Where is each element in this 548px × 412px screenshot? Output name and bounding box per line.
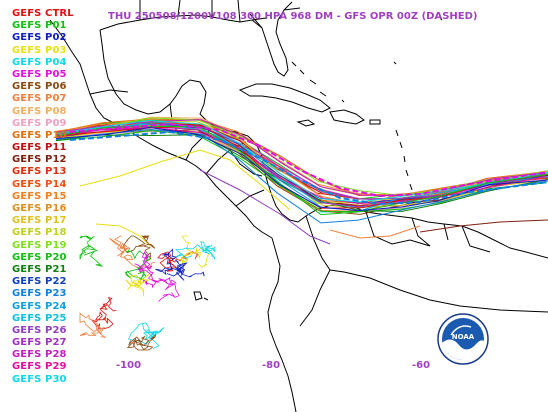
legend-item: GEFS P05 <box>12 68 67 80</box>
legend-item: GEFS P27 <box>12 337 67 349</box>
longitude-label-minus-80: -80 <box>262 360 281 371</box>
legend-item: GEFS P17 <box>12 215 67 227</box>
track-line <box>419 219 548 233</box>
island-jamaica <box>296 119 316 127</box>
scatter-tangle <box>79 235 216 351</box>
track-line <box>55 129 548 224</box>
tangle-line <box>79 235 104 267</box>
tangle-line <box>142 277 180 302</box>
track-line <box>55 126 546 204</box>
legend-item: GEFS P16 <box>12 203 67 214</box>
ensemble-tracks <box>55 116 548 247</box>
legend-item: GEFS P10 <box>12 129 67 141</box>
legend-item: GEFS P26 <box>12 324 67 336</box>
tangle-line <box>166 262 205 281</box>
legend-item: GEFS P13 <box>12 166 67 178</box>
legend-item: GEFS P28 <box>12 349 67 361</box>
tangle-line <box>174 240 216 260</box>
legend-item: GEFS P25 <box>12 312 67 324</box>
longitude-label-minus-100: -100 <box>116 360 142 371</box>
track-line <box>55 125 547 209</box>
legend-item: GEFS P04 <box>12 56 67 68</box>
coast-gulf-us <box>99 1 293 77</box>
track-line <box>95 223 151 247</box>
coastline-layer <box>49 0 548 412</box>
legend-item: GEFS P06 <box>12 81 67 93</box>
tangle-line <box>109 235 156 271</box>
tangle-line <box>126 334 157 351</box>
track-line <box>55 119 548 203</box>
legend-item: GEFS P07 <box>12 93 67 105</box>
tangle-line <box>90 297 117 330</box>
legend-item: GEFS P15 <box>12 190 67 202</box>
legend-item: GEFS P02 <box>12 32 67 44</box>
borders-us <box>139 0 301 29</box>
ensemble-legend: GEFS CTRL GEFS P01 GEFS P02 GEFS P03 GEF… <box>12 8 74 386</box>
legend-item: GEFS P30 <box>12 373 67 385</box>
track-line <box>55 123 546 209</box>
legend-item: GEFS P08 <box>12 105 67 117</box>
track-line <box>79 149 291 211</box>
legend-item: GEFS P14 <box>12 178 67 190</box>
legend-item: GEFS P11 <box>12 142 67 154</box>
legend-item: GEFS P22 <box>12 276 67 288</box>
coast-mexico-gulf <box>99 29 215 127</box>
tangle-line <box>134 250 160 283</box>
legend-item: GEFS P23 <box>12 288 67 300</box>
legend-item: GEFS P19 <box>12 239 67 251</box>
island-hispaniola <box>329 109 365 125</box>
legend-item: GEFS P12 <box>12 154 67 166</box>
track-line <box>329 225 421 239</box>
longitude-label-minus-60: -60 <box>412 360 431 371</box>
legend-item: GEFS CTRL <box>12 8 74 19</box>
island-puerto-rico <box>369 119 381 125</box>
tangle-line <box>125 274 151 297</box>
legend-item: GEFS P21 <box>12 263 67 275</box>
tangle-line <box>79 312 106 338</box>
coast-mexico-pacific <box>49 19 273 239</box>
tangle-line <box>157 251 200 272</box>
track-line <box>69 122 548 198</box>
legend-item: GEFS P03 <box>12 44 67 56</box>
legend-item: GEFS P24 <box>12 300 67 312</box>
track-line <box>199 169 331 245</box>
legend-item: GEFS P29 <box>12 361 67 373</box>
tangle-line <box>178 235 210 268</box>
islands-atlantic <box>341 17 443 103</box>
island-cuba <box>238 83 331 113</box>
legend-item: GEFS P18 <box>12 227 67 239</box>
legend-item: GEFS P20 <box>12 251 67 263</box>
chart-title: THU 250508/1200V108 300 HPA 968 DM - GFS… <box>108 11 478 22</box>
legend-item: GEFS P09 <box>12 117 67 129</box>
legend-item: GEFS P01 <box>12 20 67 32</box>
track-line <box>55 125 548 216</box>
track-line <box>69 130 548 206</box>
track-line <box>55 127 547 212</box>
islands-galapagos <box>193 291 209 301</box>
islands-bahamas <box>291 61 327 97</box>
track-line <box>55 121 548 212</box>
track-line <box>55 129 548 208</box>
noaa-logo-icon: NOAA <box>437 313 489 365</box>
islands-antilles <box>395 129 413 191</box>
svg-text:NOAA: NOAA <box>452 333 475 341</box>
coast-south-america-west <box>267 237 297 412</box>
